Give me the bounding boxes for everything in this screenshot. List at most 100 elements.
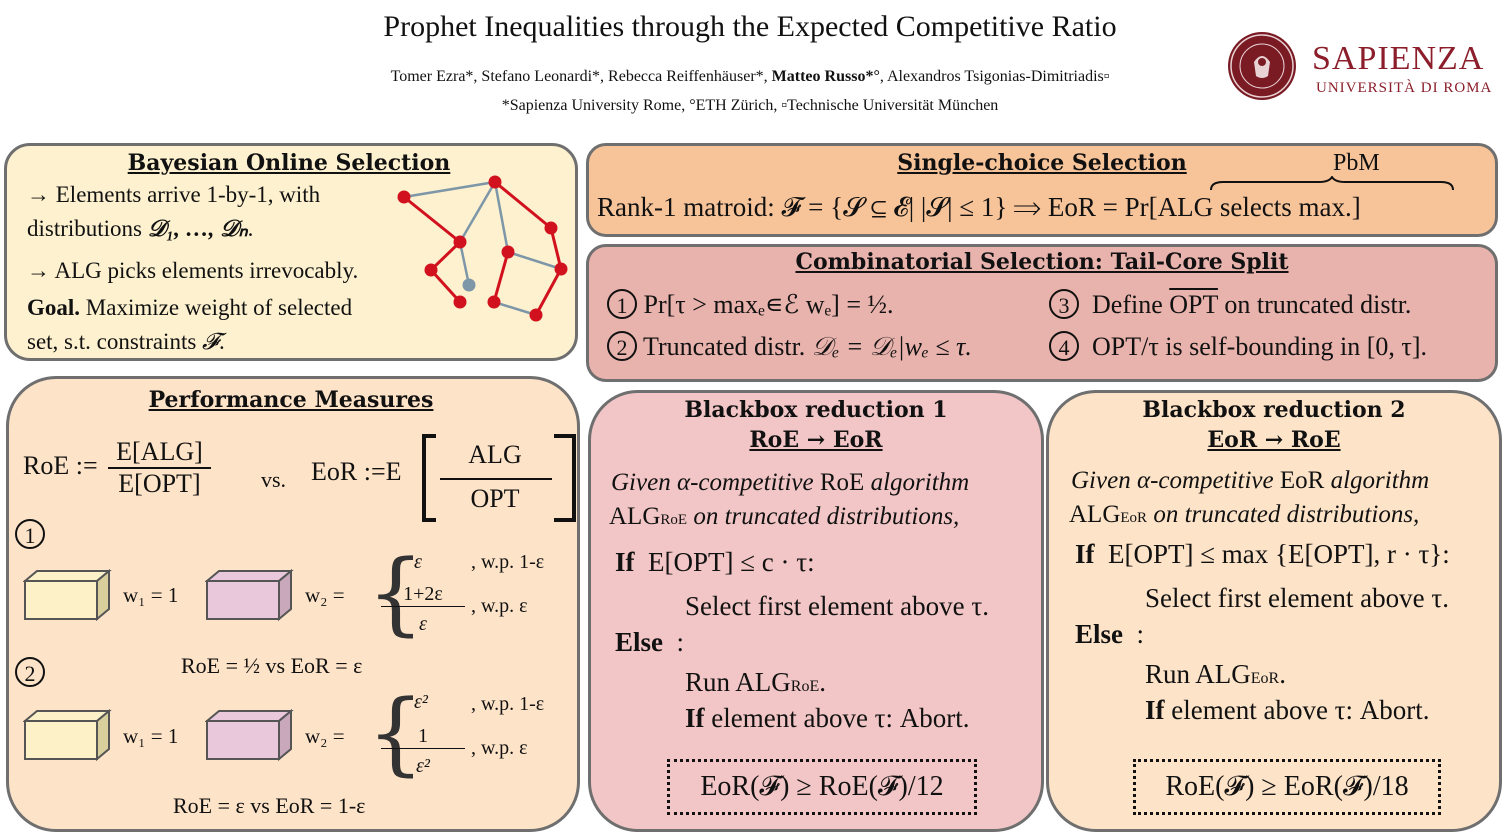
- reduction-2-if: If E[OPT] ≤ max {E[OPT], r · τ}:: [1075, 539, 1450, 570]
- abort-text: element above τ: Abort.: [704, 703, 970, 733]
- item-2-marker: 2: [607, 331, 637, 361]
- ex1-wp-1: , w.p. 1-ε: [471, 551, 545, 573]
- rank1-matroid-line: Rank-1 matroid: 𝓕 = {𝓢 ⊆ 𝓔| |𝓢| ≤ 1} ⟹ E…: [597, 192, 1361, 222]
- alg-name: ALG: [609, 503, 661, 530]
- author-list: Tomer Ezra*, Stefano Leonardi*, Rebecca …: [0, 68, 1500, 86]
- given-tail: on truncated distributions,: [1147, 501, 1420, 528]
- given-measure: RoE: [819, 469, 865, 496]
- reduction-2-else: Else :: [1075, 619, 1144, 650]
- given-tail: on truncated distributions,: [687, 503, 960, 530]
- example-2-marker: 2: [15, 657, 45, 687]
- performance-measures-panel: Performance Measures RoE := E[ALG] E[OPT…: [6, 376, 580, 832]
- goal-text: Maximize weight of selected: [80, 295, 353, 320]
- reduction-1-given-1: Given α-competitive RoE algorithm: [611, 469, 969, 497]
- authors-pre: Tomer Ezra*, Stefano Leonardi*, Rebecca …: [390, 68, 772, 85]
- bos-line-2-text: distributions: [27, 216, 148, 241]
- item-2-math: 𝒟ₑ = 𝒟ₑ|wₑ ≤ τ.: [811, 332, 972, 361]
- bos-line-2: distributions 𝒟₁, …, 𝒟ₙ.: [27, 216, 253, 242]
- if2-keyword: If: [685, 703, 705, 733]
- bos-line-3: → ALG picks elements irrevocably.: [27, 258, 359, 283]
- given-measure: EoR: [1279, 467, 1325, 494]
- eor-numerator: ALG: [468, 440, 522, 469]
- combinatorial-selection-panel: Combinatorial Selection: Tail-Core Split…: [586, 244, 1498, 382]
- eor-denominator: OPT: [470, 484, 520, 513]
- reduction-2-given-2: ALGEoR on truncated distributions,: [1069, 501, 1419, 529]
- reduction-1-run: Run ALGRoE.: [685, 667, 826, 698]
- item-3-opt: OPT: [1169, 290, 1218, 319]
- bos-line-4: Goal. Maximize weight of selected: [27, 295, 352, 321]
- tail-core-item-4: 4 OPT/τ is self-bounding in [0, τ].: [1049, 331, 1427, 362]
- distributions-symbol: 𝒟₁, …, 𝒟ₙ: [147, 216, 248, 241]
- ex1-case-1: ε: [414, 551, 422, 573]
- vs-label: vs.: [261, 467, 287, 492]
- reduction-2-run: Run ALGEoR.: [1145, 659, 1286, 690]
- alg-subscript: RoE: [660, 512, 688, 528]
- reduction-1-given-2: ALGRoE on truncated distributions,: [609, 503, 959, 531]
- if2-keyword: If: [1145, 695, 1165, 725]
- else-colon: :: [676, 627, 685, 657]
- reduction-1-if: If E[OPT] ≤ c · τ:: [615, 547, 815, 578]
- given-algo: algorithm: [864, 469, 970, 496]
- bos-line-1: → Elements arrive 1-by-1, with: [27, 182, 321, 207]
- ex2-case-2-num: 1: [381, 725, 465, 749]
- roe-numerator: E[ALG]: [108, 437, 211, 469]
- item-3-marker: 3: [1049, 289, 1079, 319]
- roe-fraction: E[ALG] E[OPT]: [108, 437, 211, 499]
- run-end: .: [819, 667, 826, 697]
- run-subscript: RoE: [790, 678, 820, 695]
- w2-label: w₂ =: [305, 724, 345, 748]
- reduction-1-heading: Blackbox reduction 1: [684, 397, 948, 423]
- if-condition: E[OPT] ≤ max {E[OPT], r · τ}:: [1108, 539, 1450, 569]
- panel-heading: Single-choice Selection: [897, 150, 1187, 176]
- w2-label: w₂ =: [305, 583, 345, 607]
- ex2-case-2-den: ε²: [416, 755, 430, 777]
- bayesian-online-selection-panel: Bayesian Online Selection → Elements arr…: [4, 143, 578, 361]
- ex2-brace: {: [367, 681, 425, 786]
- pbm-brace: [1210, 176, 1454, 191]
- ex2-result: RoE = ε vs EoR = 1-ε: [173, 793, 366, 818]
- item-4-text: OPT/τ is self-bounding in [0, τ].: [1092, 332, 1428, 361]
- cube-w2-icon: [205, 709, 294, 761]
- ex1-result: RoE = ½ vs EoR = ε: [181, 653, 363, 678]
- ex1-wp-2: , w.p. ε: [471, 595, 528, 617]
- roe-denominator: E[OPT]: [118, 469, 201, 498]
- panel-heading: Combinatorial Selection: Tail-Core Split: [795, 249, 1289, 275]
- panel-heading: Performance Measures: [148, 387, 434, 413]
- cube-w1-icon: [23, 569, 112, 621]
- roe-label: RoE :=: [23, 450, 98, 480]
- tail-core-item-2: 2 Truncated distr. 𝒟ₑ = 𝒟ₑ|wₑ ≤ τ.: [607, 331, 972, 363]
- example-1-marker: 1: [15, 519, 45, 549]
- else-colon: :: [1136, 619, 1145, 649]
- panel-heading: Bayesian Online Selection: [127, 150, 451, 176]
- if-keyword: If: [1075, 539, 1095, 569]
- affiliations: *Sapienza University Rome, °ETH Zürich, …: [501, 97, 999, 114]
- item-3-text: Define: [1092, 290, 1170, 319]
- w1-label: w₁ = 1: [123, 724, 179, 748]
- cube-w2-icon: [205, 569, 294, 621]
- blackbox-reduction-1-panel: Blackbox reduction 1 RoE → EoR Given α-c…: [588, 390, 1044, 832]
- blackbox-reduction-2-panel: Blackbox reduction 2 EoR → RoE Given α-c…: [1046, 390, 1502, 832]
- ex1-case-2-num: 1+2ε: [381, 583, 465, 607]
- else-keyword: Else: [615, 627, 664, 657]
- run-subscript: EoR: [1250, 670, 1280, 687]
- reduction-1-then: Select first element above τ.: [685, 591, 989, 621]
- reduction-1-else: Else :: [615, 627, 684, 658]
- university-logo-subtitle: UNIVERSITÀ DI ROMA: [1316, 80, 1493, 96]
- ex1-case-2-den: ε: [419, 613, 427, 635]
- bos-line-5-end: .: [219, 329, 225, 354]
- bos-line-5: set, s.t. constraints 𝓕.: [27, 329, 225, 355]
- item-1-marker: 1: [607, 289, 637, 319]
- reduction-1-abort: If element above τ: Abort.: [685, 703, 970, 734]
- alg-subscript: EoR: [1120, 510, 1148, 526]
- alg-name: ALG: [1069, 501, 1121, 528]
- reduction-2-subheading: EoR → RoE: [1207, 427, 1341, 453]
- authors-post: , Alexandros Tsigonias-Dimitriadis▫: [879, 68, 1110, 85]
- authors-presenter: Matteo Russo*°: [771, 68, 880, 85]
- tail-core-item-1: 1 Pr[τ > maxₑ∊ℰ wₑ] = ½.: [607, 289, 893, 320]
- item-1-text: Pr[τ > maxₑ∊ℰ wₑ] = ½.: [643, 290, 894, 319]
- w1-label: w₁ = 1: [123, 583, 179, 607]
- reduction-1-result: EoR(𝓕) ≥ RoE(𝓕)/12: [667, 759, 977, 815]
- if-keyword: If: [615, 547, 635, 577]
- item-4-marker: 4: [1049, 331, 1079, 361]
- university-logo-name: SAPIENZA: [1312, 40, 1485, 77]
